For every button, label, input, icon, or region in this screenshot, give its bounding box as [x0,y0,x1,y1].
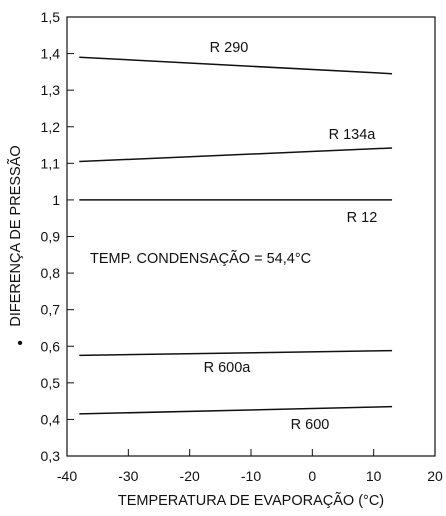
x-tick-label: -40 [57,468,77,484]
series-labels: R 290 R 134a R 12 R 600a R 600 [204,40,378,433]
series-label-r-600: R 600 [291,417,330,433]
series-lines [79,56,393,415]
x-tick-label: -30 [118,468,138,484]
y-tick-label: 1,1 [41,155,61,171]
series-line-r-290 [79,56,393,75]
y-tick-label: 0,6 [41,338,61,354]
y-tick-label: 1,2 [41,119,61,135]
y-tick-label: 1,5 [41,9,61,25]
x-axis-label: TEMPERATURA DE EVAPORAÇÃO (°C) [118,492,384,509]
series-label-r-600a: R 600a [204,360,252,376]
y-tick-label: 0,5 [41,375,61,391]
y-axis-label: DIFERENÇA DE PRESSÃO [7,145,24,326]
y-tick-label: 1,3 [41,82,61,98]
y-axis-label-group: DIFERENÇA DE PRESSÃO [7,145,24,326]
series-line-r-134a [79,147,393,163]
x-tick-label: -20 [180,468,200,484]
x-tick-label: 0 [308,468,316,484]
series-line-r-600 [79,405,393,415]
series-label-r-12: R 12 [347,210,378,226]
y-tick-label: 0,8 [41,265,61,281]
x-tick-label: 10 [366,468,382,484]
y-axis-ticks: 0,3 0,4 0,5 0,6 0,7 0,8 0,9 1 1,1 1,2 1,3 1,4 1,5 [41,9,74,464]
series-label-r-290: R 290 [210,40,249,56]
y-tick-label: 0,3 [41,448,61,464]
plot-frame [66,16,436,457]
annotation-text: TEMP. CONDENSAÇÃO = 54,4°C [90,250,311,267]
x-axis-ticks: -40 -30 -20 -10 0 10 20 [57,449,443,484]
y-tick-label: 0,9 [41,229,61,245]
x-tick-label: -10 [241,468,261,484]
series-label-r-134a: R 134a [329,127,377,143]
y-tick-label: 1,4 [41,46,61,62]
y-tick-label: 0,4 [41,411,61,427]
y-tick-label: 1 [52,192,60,208]
y-axis-bullet: • [17,335,23,352]
x-tick-label: 20 [427,468,443,484]
y-tick-label: 0,7 [41,302,61,318]
series-line-r-600a [79,349,393,357]
